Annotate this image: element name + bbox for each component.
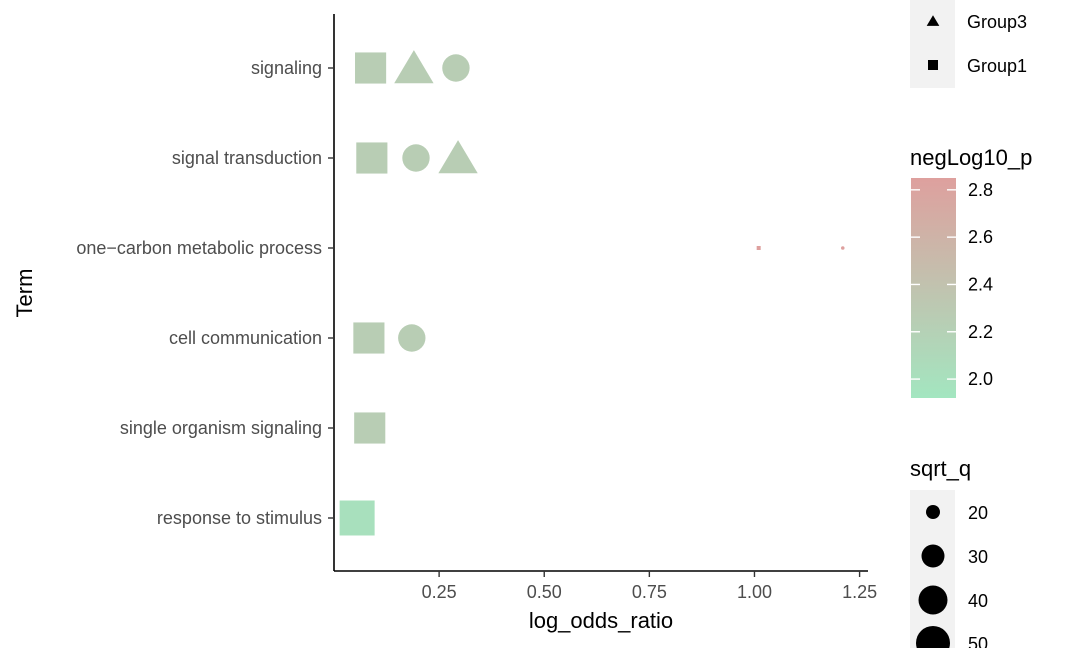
y-tick-label: signal transduction (172, 148, 322, 168)
legend-key-circle (916, 626, 950, 648)
colorbar-tick-label: 2.2 (968, 322, 993, 342)
legend-key-circle (921, 544, 945, 568)
x-tick-label: 1.00 (737, 582, 772, 602)
colorbar-tick-label: 2.4 (968, 274, 993, 294)
x-tick-label: 0.25 (422, 582, 457, 602)
shape-legend-label: Group1 (967, 56, 1027, 76)
colorbar-tick-label: 2.0 (968, 369, 993, 389)
data-point (355, 52, 387, 84)
plot-area: signaling signal transduction one−carbon m… (12, 14, 877, 633)
colorbar (911, 178, 956, 398)
size-legend-label: 20 (968, 503, 988, 523)
legend-key-square (928, 60, 938, 70)
data-point (756, 246, 761, 250)
y-tick-label: single organism signaling (120, 418, 322, 438)
size-legend: sqrt_q 20 30 40 50 (910, 456, 988, 648)
size-legend-label: 50 (968, 634, 988, 648)
shape-legend: Group3 Group1 (910, 0, 1027, 88)
size-legend-label: 30 (968, 547, 988, 567)
size-legend-label: 40 (968, 591, 988, 611)
x-tick-label: 1.25 (842, 582, 877, 602)
legend-key-circle (918, 585, 948, 615)
color-legend: negLog10_p 2.0 2.2 2.4 2.6 2.8 (910, 145, 1032, 398)
data-point (438, 140, 478, 174)
legend-key-circle (926, 505, 940, 519)
color-legend-title: negLog10_p (910, 145, 1032, 170)
x-axis: 0.25 0.50 0.75 1.00 1.25 (422, 571, 877, 602)
data-point (353, 322, 385, 354)
shape-legend-label: Group3 (967, 12, 1027, 32)
y-tick-label: response to stimulus (157, 508, 322, 528)
data-point (339, 500, 375, 536)
x-tick-label: 0.50 (527, 582, 562, 602)
x-axis-title: log_odds_ratio (529, 608, 673, 633)
data-point (398, 324, 426, 352)
data-point (841, 246, 845, 250)
data-point (394, 50, 434, 84)
shape-legend-keys-background (910, 0, 955, 88)
y-axis-title: Term (12, 269, 37, 318)
x-tick-label: 0.75 (632, 582, 667, 602)
colorbar-ticks: 2.0 2.2 2.4 2.6 2.8 (911, 180, 993, 389)
data-point (356, 142, 388, 174)
size-legend-title: sqrt_q (910, 456, 971, 481)
colorbar-tick-label: 2.8 (968, 180, 993, 200)
data-point (442, 54, 470, 82)
y-tick-label: one−carbon metabolic process (76, 238, 322, 258)
legend-key-triangle (926, 15, 940, 26)
y-tick-label: cell communication (169, 328, 322, 348)
data-points (339, 50, 845, 536)
y-axis: signaling signal transduction one−carbon m… (76, 58, 334, 528)
data-point (354, 412, 386, 444)
colorbar-tick-label: 2.6 (968, 227, 993, 247)
y-tick-label: signaling (251, 58, 322, 78)
data-point (402, 144, 430, 172)
